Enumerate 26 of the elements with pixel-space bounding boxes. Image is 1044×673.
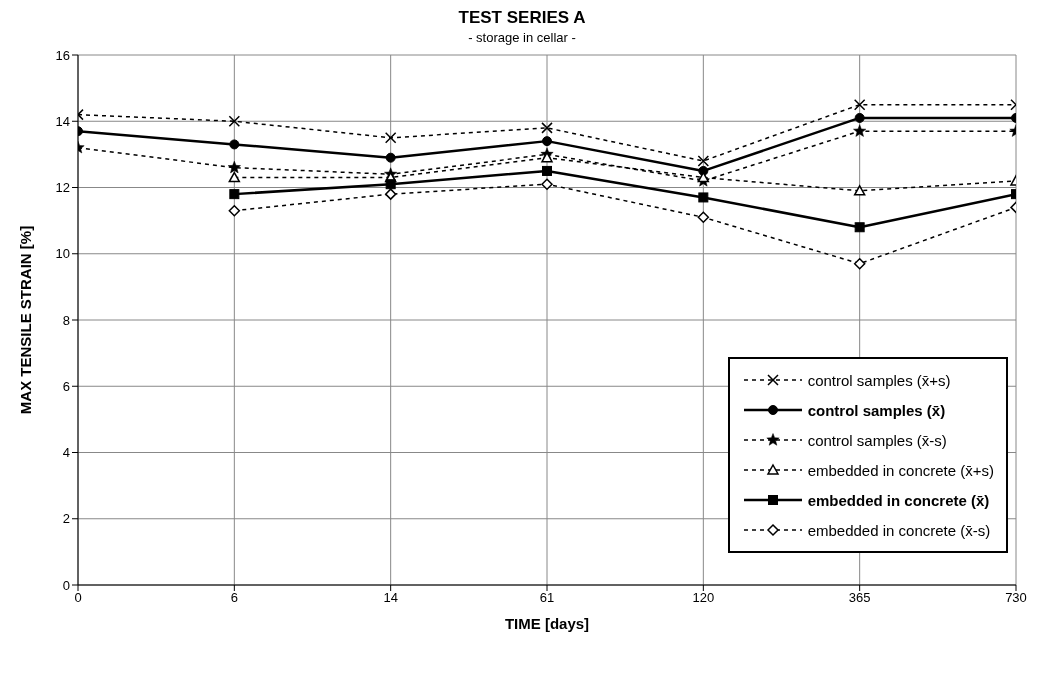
- legend-label: control samples (x̄-s): [807, 431, 947, 449]
- y-axis-title: MAX TENSILE STRAIN [%]: [17, 225, 35, 415]
- x-tick-label: 0: [74, 590, 82, 606]
- legend-label: embedded in concrete (x̄+s): [807, 461, 994, 479]
- y-tick-label: 12: [55, 180, 70, 196]
- legend-label: embedded in concrete (x̄): [807, 491, 990, 509]
- legend-label: control samples (x̄+s): [807, 371, 951, 389]
- y-tick-label: 2: [62, 511, 70, 527]
- y-tick-label: 14: [55, 113, 70, 129]
- x-tick-label: 120: [692, 590, 715, 606]
- legend-label: control samples (x̄): [807, 401, 946, 419]
- x-tick-label: 6: [230, 590, 238, 606]
- y-tick-label: 0: [62, 577, 70, 593]
- y-tick-label: 8: [62, 312, 70, 328]
- x-axis-title: TIME [days]: [504, 615, 590, 632]
- legend-label: embedded in concrete (x̄-s): [807, 521, 991, 539]
- y-tick-label: 16: [55, 47, 70, 63]
- y-tick-label: 6: [62, 378, 70, 394]
- x-tick-label: 365: [848, 590, 871, 606]
- x-tick-label: 730: [1005, 590, 1027, 606]
- chart-title: TEST SERIES A: [457, 8, 587, 28]
- y-tick-label: 4: [62, 445, 70, 461]
- x-tick-label: 14: [383, 590, 398, 606]
- chart-subtitle: - storage in cellar -: [467, 30, 577, 45]
- y-tick-label: 10: [55, 246, 70, 262]
- x-tick-label: 61: [539, 590, 555, 606]
